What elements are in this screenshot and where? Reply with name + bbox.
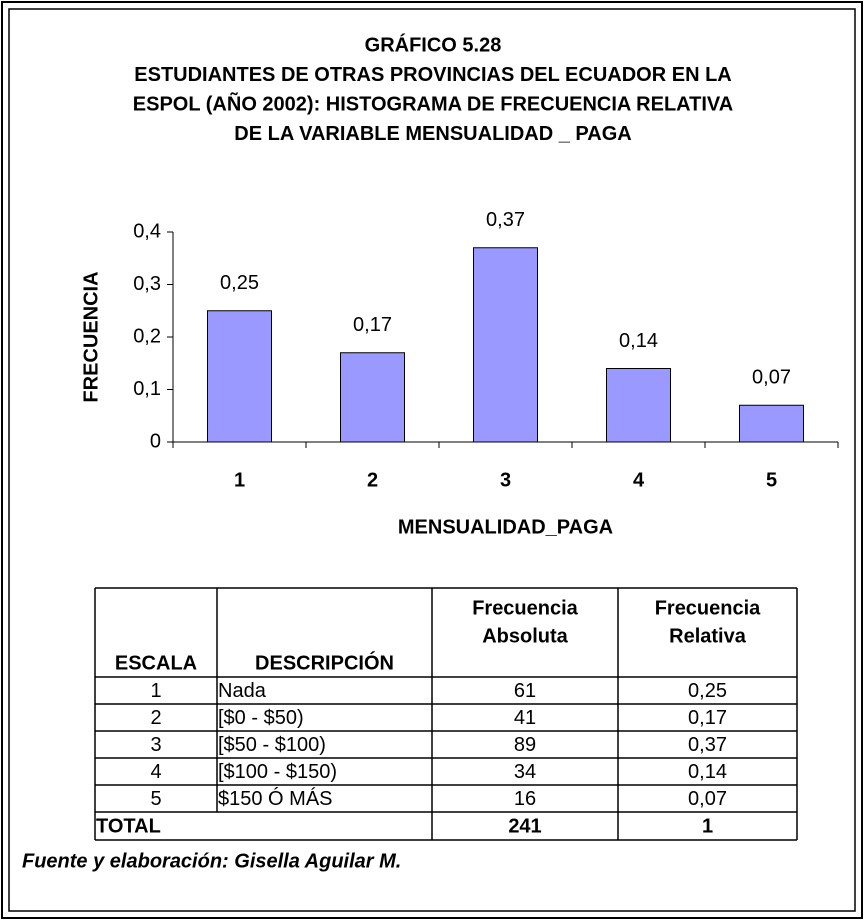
table-header: DESCRIPCIÓN — [255, 650, 394, 674]
table-cell: 5 — [150, 788, 161, 810]
table-cell: 61 — [514, 680, 536, 702]
chart-title: DE LA VARIABLE MENSUALIDAD _ PAGA — [234, 123, 631, 145]
table-header: Frecuencia — [655, 597, 761, 619]
chart-title: GRÁFICO 5.28 — [365, 33, 502, 56]
table-total: 241 — [508, 815, 541, 837]
y-tick-label: 0,2 — [133, 325, 161, 347]
y-tick-label: 0,1 — [133, 378, 161, 400]
table-cell: 0,17 — [688, 707, 727, 729]
chart-title: ESPOL (AÑO 2002): HISTOGRAMA DE FRECUENC… — [133, 92, 733, 115]
x-tick-label: 5 — [766, 469, 777, 491]
x-tick-label: 4 — [633, 469, 645, 491]
bar — [473, 247, 538, 443]
y-tick-label: 0,3 — [133, 273, 161, 295]
data-label: 0,37 — [486, 209, 525, 231]
table-cell: 41 — [514, 707, 536, 729]
x-axis-title: MENSUALIDAD_PAGA — [398, 516, 613, 538]
table-header: ESCALA — [115, 652, 197, 674]
table-cell: [$100 - $150) — [218, 761, 337, 783]
chart-title: ESTUDIANTES DE OTRAS PROVINCIAS DEL ECUA… — [134, 64, 731, 86]
bar — [739, 404, 804, 443]
table-cell: 34 — [514, 761, 536, 783]
table-cell: 89 — [514, 734, 536, 756]
table-cell: 1 — [150, 680, 161, 702]
bar — [606, 368, 671, 443]
table-cell: $150 Ó MÁS — [218, 787, 333, 810]
table-cell: 0,25 — [688, 680, 727, 702]
inner-frame — [8, 8, 856, 912]
x-tick-label: 3 — [500, 469, 511, 491]
table-cell: [$0 - $50) — [218, 707, 304, 729]
table-total: 1 — [702, 815, 713, 837]
y-tick-label: 0 — [150, 430, 161, 452]
table-cell: 4 — [150, 761, 161, 783]
data-label: 0,17 — [353, 314, 392, 336]
table-header: Relativa — [669, 625, 747, 647]
bar — [207, 310, 272, 443]
source: Fuente y elaboración: Gisella Aguilar M. — [22, 850, 401, 872]
table-cell: 3 — [150, 734, 161, 756]
table-cell: 2 — [150, 707, 161, 729]
table-cell: Nada — [218, 680, 267, 702]
x-tick-label: 1 — [234, 469, 245, 491]
table-header: Absoluta — [482, 625, 568, 647]
data-label: 0,07 — [752, 367, 791, 389]
table-total: TOTAL — [96, 815, 161, 837]
y-tick-label: 0,4 — [133, 220, 161, 242]
data-label: 0,25 — [220, 272, 259, 294]
y-axis-title: FRECUENCIA — [80, 271, 102, 402]
table-cell: 0,37 — [688, 734, 727, 756]
bar — [340, 352, 405, 443]
x-tick-label: 2 — [367, 469, 378, 491]
table-cell: 0,07 — [688, 788, 727, 810]
table-cell: 0,14 — [688, 761, 727, 783]
data-label: 0,14 — [619, 330, 658, 352]
table-cell: 16 — [514, 788, 536, 810]
table-cell: [$50 - $100) — [218, 734, 326, 756]
table-header: Frecuencia — [472, 597, 578, 619]
